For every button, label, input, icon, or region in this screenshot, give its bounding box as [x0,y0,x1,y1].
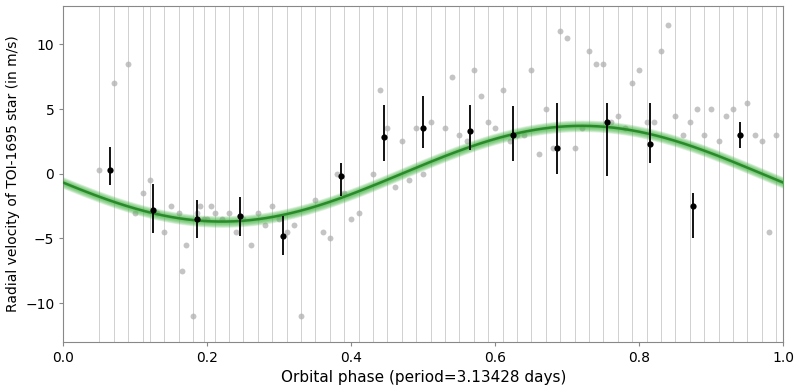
Point [518,132,530,138]
Point [244,242,257,248]
Point [222,210,235,216]
Point [381,125,394,131]
Point [201,216,214,222]
Point [770,132,782,138]
Point [258,222,271,229]
Point [417,170,430,177]
Point [323,235,336,242]
Point [198,216,210,222]
Point [748,132,761,138]
Point [215,216,228,222]
Point [424,119,437,125]
Point [482,119,494,125]
Point [618,125,631,131]
Point [683,119,696,125]
Point [640,119,653,125]
Point [503,138,516,145]
Point [237,216,250,222]
Point [122,61,134,67]
Point [669,112,682,118]
Point [582,48,595,54]
Point [107,80,120,86]
Point [438,125,451,131]
Point [186,313,199,319]
Point [165,203,178,209]
Point [402,177,415,183]
Point [190,210,203,216]
Point [532,151,545,158]
Point [539,106,552,112]
Point [280,229,293,235]
Point [561,35,574,41]
Point [143,177,156,183]
Point [705,106,718,112]
Point [719,112,732,118]
Point [734,132,746,138]
Point [510,132,523,138]
Point [205,203,218,209]
Point [467,67,480,74]
Point [208,210,221,216]
Point [762,229,775,235]
Point [330,170,343,177]
Point [712,138,725,145]
Point [172,210,185,216]
Point [597,61,610,67]
Point [316,229,329,235]
Point [662,22,674,28]
Point [590,61,602,67]
X-axis label: Orbital phase (period=3.13428 days): Orbital phase (period=3.13428 days) [281,370,566,386]
Point [129,210,142,216]
Point [388,183,401,190]
Point [453,132,466,138]
Point [626,80,638,86]
Point [446,74,458,80]
Point [546,145,559,151]
Point [352,210,365,216]
Point [726,106,739,112]
Point [633,67,646,74]
Point [309,196,322,203]
Point [755,138,768,145]
Point [676,132,689,138]
Point [251,210,264,216]
Point [554,28,566,34]
Point [366,170,379,177]
Point [395,138,408,145]
Point [273,216,286,222]
Point [604,119,617,125]
Point [611,112,624,118]
Point [410,125,422,131]
Point [136,190,149,196]
Point [345,216,358,222]
Point [568,145,581,151]
Point [690,106,703,112]
Point [525,67,538,74]
Point [698,132,710,138]
Point [176,267,189,274]
Point [150,210,163,216]
Point [496,86,509,93]
Y-axis label: Radial velocity of TOI-1695 star (in m/s): Radial velocity of TOI-1695 star (in m/s… [6,35,19,312]
Point [647,119,660,125]
Point [474,93,487,99]
Point [374,86,386,93]
Point [287,222,300,229]
Point [266,203,278,209]
Point [294,313,307,319]
Point [93,167,106,173]
Point [230,229,242,235]
Point [338,190,350,196]
Point [575,125,588,131]
Point [179,242,192,248]
Point [158,229,170,235]
Point [460,138,473,145]
Point [194,203,206,209]
Point [489,125,502,131]
Point [654,48,667,54]
Point [741,99,754,106]
